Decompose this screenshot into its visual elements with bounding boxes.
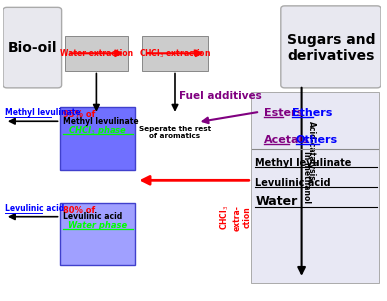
Text: 80% of: 80% of bbox=[63, 206, 95, 215]
Text: Levulinic acid: Levulinic acid bbox=[63, 212, 122, 221]
Text: Methyl levulinate: Methyl levulinate bbox=[5, 108, 80, 117]
Text: Water: Water bbox=[255, 195, 298, 208]
Text: Seperate the rest
of aromatics: Seperate the rest of aromatics bbox=[139, 126, 211, 139]
FancyBboxPatch shape bbox=[281, 6, 381, 88]
FancyBboxPatch shape bbox=[65, 36, 128, 70]
FancyBboxPatch shape bbox=[60, 107, 135, 170]
FancyBboxPatch shape bbox=[142, 36, 208, 70]
Text: Methyl levulinate: Methyl levulinate bbox=[63, 117, 139, 126]
Text: Water extraction: Water extraction bbox=[60, 49, 133, 58]
Text: In methanol: In methanol bbox=[302, 151, 312, 203]
Text: Water phase: Water phase bbox=[68, 222, 127, 231]
Text: Others: Others bbox=[296, 135, 338, 145]
Text: Sugars and
derivatives: Sugars and derivatives bbox=[287, 33, 375, 63]
Text: Levulinic acid: Levulinic acid bbox=[255, 178, 331, 188]
Text: Bio-oil: Bio-oil bbox=[7, 41, 57, 54]
FancyBboxPatch shape bbox=[3, 7, 62, 88]
FancyBboxPatch shape bbox=[250, 92, 379, 283]
Text: Levulinic acid: Levulinic acid bbox=[5, 203, 64, 213]
Text: Ethers: Ethers bbox=[292, 108, 332, 118]
FancyBboxPatch shape bbox=[60, 203, 135, 265]
Text: Methyl levulinate: Methyl levulinate bbox=[255, 158, 352, 168]
Text: CHCl$_3$ extraction: CHCl$_3$ extraction bbox=[139, 47, 211, 60]
Text: CHCl$_3$ phase: CHCl$_3$ phase bbox=[68, 124, 127, 137]
Text: CHCl$_3$
extra-
ction: CHCl$_3$ extra- ction bbox=[219, 205, 252, 231]
Text: Acid-catalysis: Acid-catalysis bbox=[307, 121, 315, 180]
Text: Esters: Esters bbox=[264, 108, 303, 118]
Text: Acetals: Acetals bbox=[264, 135, 310, 145]
Text: Seperate ca. 80%
of aromatics: Seperate ca. 80% of aromatics bbox=[61, 126, 132, 139]
Text: Fuel additives: Fuel additives bbox=[179, 91, 262, 101]
Text: 95% of: 95% of bbox=[63, 110, 95, 119]
